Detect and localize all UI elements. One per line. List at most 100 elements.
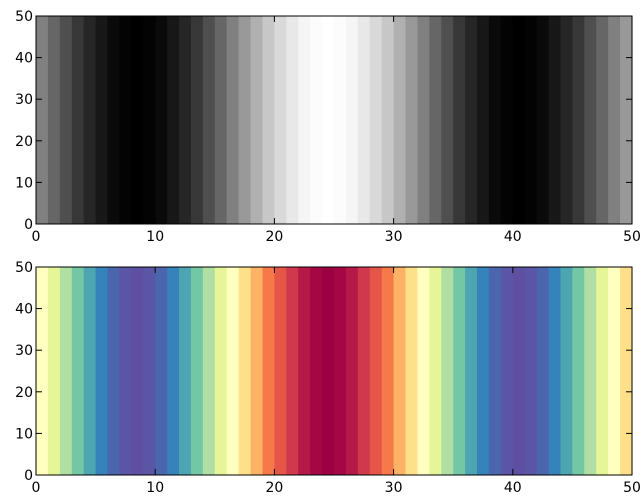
heatmap-cell: [59, 267, 73, 475]
heatmap-cell: [262, 16, 275, 224]
x-tick-label: 10: [146, 480, 164, 496]
heatmap-cell: [453, 16, 466, 224]
heatmap-cell: [250, 16, 264, 224]
heatmap-cell: [560, 267, 573, 475]
heatmap-cell: [298, 267, 311, 475]
heatmap-cell: [417, 16, 430, 224]
heatmap-cell: [548, 267, 562, 475]
heatmap-cell: [393, 267, 407, 475]
heatmap-cell: [477, 16, 490, 224]
heatmap-cell: [155, 16, 168, 224]
heatmap-cell: [596, 267, 609, 475]
heatmap-cell: [381, 267, 395, 475]
y-tick-label: 20: [15, 385, 33, 401]
heatmap-cell: [107, 267, 121, 475]
heatmap-cell: [95, 16, 109, 224]
y-tick-label: 50: [15, 260, 33, 276]
heatmap-cell: [512, 16, 526, 224]
heatmap-cell: [298, 16, 311, 224]
heatmap-cell: [357, 16, 371, 224]
heatmap-cell: [405, 267, 419, 475]
heatmap-cell: [202, 16, 216, 224]
heatmap-cell: [429, 267, 442, 475]
heatmap-cell: [47, 16, 61, 224]
grayscale-heatmap-panel: 0 10 20 30 40 50 0 10 20 30 40 50: [15, 9, 641, 245]
y-tick-label: 30: [15, 343, 33, 359]
heatmap-cell: [286, 267, 299, 475]
heatmap-cell: [381, 16, 395, 224]
heatmap-cell: [36, 267, 49, 475]
heatmap-cell: [274, 16, 287, 224]
heatmap-cell: [560, 16, 573, 224]
heatmap-cell: [512, 267, 526, 475]
heatmap-cell: [500, 16, 514, 224]
heatmap-cell: [548, 16, 562, 224]
x-tick-label: 40: [504, 229, 522, 245]
heatmap-cell: [536, 16, 550, 224]
heatmap-cell: [238, 16, 252, 224]
heatmap-cell: [488, 267, 502, 475]
heatmap-cell: [95, 267, 109, 475]
heatmap-cell: [107, 16, 121, 224]
axes-frame: [35, 266, 633, 476]
y-tick-label: 50: [15, 9, 33, 25]
heatmap-cell: [357, 267, 371, 475]
heatmap-cell: [465, 16, 478, 224]
heatmap-cell: [179, 267, 192, 475]
heatmap-cell: [369, 267, 383, 475]
y-tick-label: 10: [15, 175, 33, 191]
heatmap-cell: [620, 16, 633, 224]
y-tick-label: 10: [15, 426, 33, 442]
heatmap-cell: [334, 267, 347, 475]
heatmap-cell: [465, 267, 478, 475]
heatmap-cell: [500, 267, 514, 475]
heatmap-cell: [226, 16, 240, 224]
heatmap-cell: [441, 16, 454, 224]
heatmap-cell: [167, 16, 180, 224]
heatmap-cell: [143, 267, 156, 475]
heatmap-cell: [393, 16, 407, 224]
y-tick-label: 20: [15, 134, 33, 150]
heatmap-cell: [71, 16, 85, 224]
heatmap-cell: [214, 267, 228, 475]
heatmap-cell: [608, 16, 621, 224]
heatmap-cell: [36, 16, 49, 224]
heatmap-cell: [322, 267, 335, 475]
x-tick-label: 20: [265, 229, 283, 245]
x-tick-label: 50: [623, 229, 641, 245]
heatmap-cell: [536, 267, 550, 475]
heatmap-cell: [477, 267, 490, 475]
heatmap-cell: [71, 267, 85, 475]
heatmap-cell: [131, 16, 144, 224]
heatmap-cell: [608, 267, 621, 475]
x-tick-label: 40: [504, 480, 522, 496]
heatmap-cell: [429, 16, 442, 224]
heatmap-cell: [190, 267, 204, 475]
heatmap-cell: [322, 16, 335, 224]
heatmap-cell: [524, 16, 538, 224]
heatmap-cell: [119, 267, 132, 475]
heatmap-cell: [167, 267, 180, 475]
y-tick-label: 40: [15, 51, 33, 67]
heatmap-cell: [83, 267, 97, 475]
heatmap-cell: [238, 267, 252, 475]
heatmap-cell: [441, 267, 454, 475]
y-tick-label: 30: [15, 92, 33, 108]
x-tick-label: 30: [385, 229, 403, 245]
heatmap-cell: [202, 267, 216, 475]
heatmap-cell: [143, 16, 156, 224]
heatmap-cell: [274, 267, 287, 475]
x-tick-label: 0: [32, 229, 41, 245]
heatmap-cell: [369, 16, 383, 224]
heatmap-cell: [155, 267, 168, 475]
heatmap-cell: [250, 267, 264, 475]
heatmap-cell: [47, 267, 61, 475]
heatmap-cell: [179, 16, 192, 224]
heatmap-cell: [310, 16, 323, 224]
axes-frame: [35, 15, 633, 225]
heatmap-cell: [572, 16, 585, 224]
heatmap-cell: [131, 267, 144, 475]
heatmap-cell: [596, 16, 609, 224]
heatmap-cell: [620, 267, 633, 475]
heatmap-cell: [584, 267, 597, 475]
